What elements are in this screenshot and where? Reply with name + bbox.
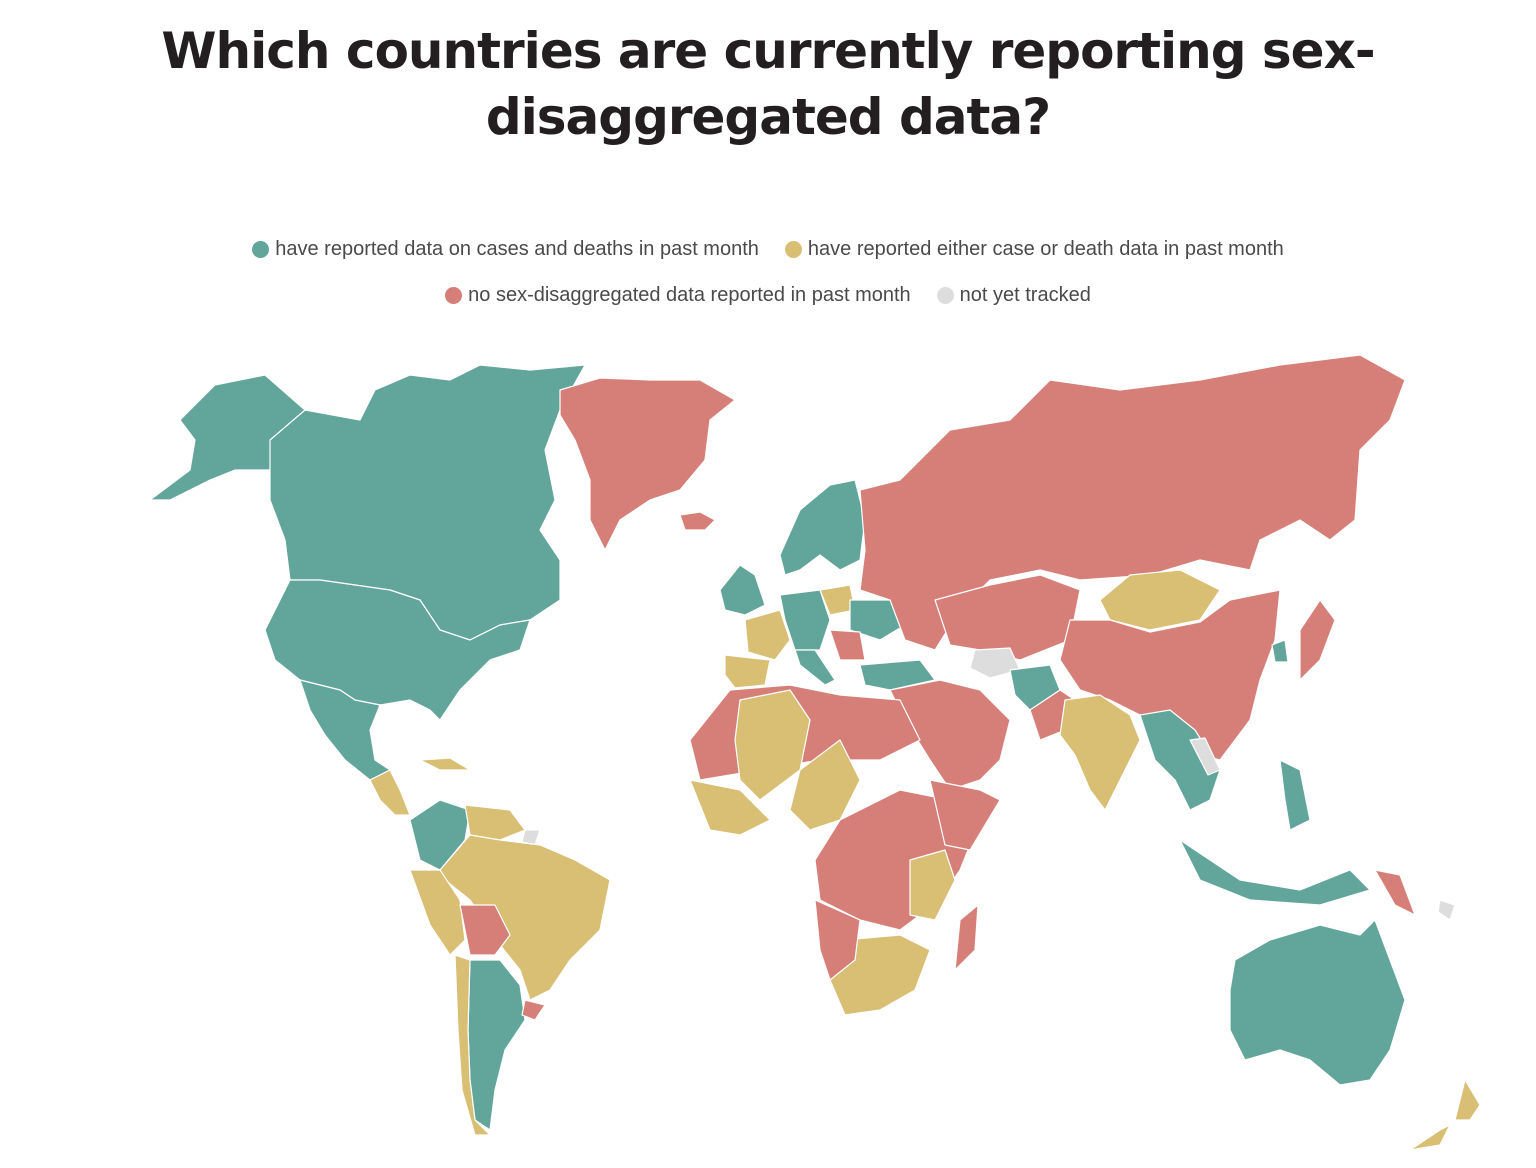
region-peru[interactable] xyxy=(409,869,466,956)
region-pacific-islands[interactable] xyxy=(1437,899,1456,921)
legend-item-either[interactable]: have reported either case or death data … xyxy=(784,238,1284,261)
region-venezuela-guyana[interactable] xyxy=(464,804,526,841)
legend-dot-red-icon xyxy=(445,287,463,304)
region-cuba[interactable] xyxy=(419,757,471,771)
region-central-america[interactable] xyxy=(369,769,411,816)
region-ethiopia-somalia[interactable] xyxy=(929,779,1001,851)
region-alaska[interactable] xyxy=(149,374,306,501)
legend-label-both: have reported data on cases and deaths i… xyxy=(275,238,759,260)
legend-row-1: have reported data on cases and deaths i… xyxy=(0,238,1536,261)
region-australia[interactable] xyxy=(1229,919,1406,1086)
region-argentina[interactable] xyxy=(467,959,526,1131)
region-uk-ireland[interactable] xyxy=(719,564,766,616)
region-indonesia[interactable] xyxy=(1179,839,1371,906)
region-uruguay[interactable] xyxy=(521,999,546,1021)
legend-label-untracked: not yet tracked xyxy=(959,284,1091,306)
region-algeria-mali[interactable] xyxy=(734,689,811,801)
region-papua-new-guinea[interactable] xyxy=(1374,869,1416,916)
title-line-2: disaggregated data? xyxy=(485,88,1051,146)
region-ukraine[interactable] xyxy=(849,599,906,641)
region-scandinavia[interactable] xyxy=(779,479,866,576)
region-balkans[interactable] xyxy=(829,629,866,661)
legend-item-untracked[interactable]: not yet tracked xyxy=(936,284,1091,307)
region-madagascar[interactable] xyxy=(954,904,979,971)
region-korea[interactable] xyxy=(1271,639,1289,663)
legend-item-both[interactable]: have reported data on cases and deaths i… xyxy=(252,238,759,261)
region-southeast-asia[interactable] xyxy=(1139,709,1221,811)
region-brazil[interactable] xyxy=(439,834,611,1001)
region-italy[interactable] xyxy=(794,649,836,686)
region-kenya-tanzania[interactable] xyxy=(909,849,956,921)
world-map xyxy=(60,335,1536,1168)
region-france[interactable] xyxy=(744,609,791,661)
legend-item-none[interactable]: no sex-disaggregated data reported in pa… xyxy=(445,284,911,307)
region-india[interactable] xyxy=(1059,694,1141,811)
legend-dot-teal-icon xyxy=(252,241,270,258)
region-west-africa[interactable] xyxy=(689,779,771,836)
region-bolivia[interactable] xyxy=(459,904,511,956)
region-iceland[interactable] xyxy=(679,511,716,531)
legend-label-none: no sex-disaggregated data reported in pa… xyxy=(468,284,911,306)
region-new-zealand[interactable] xyxy=(1409,1079,1481,1151)
region-russia[interactable] xyxy=(859,354,1406,651)
region-spain[interactable] xyxy=(724,654,771,689)
legend-dot-gray-icon xyxy=(936,287,954,304)
legend-row-2: no sex-disaggregated data reported in pa… xyxy=(0,284,1536,307)
page-title: Which countries are currently reporting … xyxy=(0,18,1536,150)
region-turkmenistan[interactable] xyxy=(969,647,1021,679)
title-line-1: Which countries are currently reporting … xyxy=(161,22,1375,80)
region-mexico[interactable] xyxy=(299,679,391,781)
region-greenland[interactable] xyxy=(559,377,736,551)
region-laos[interactable] xyxy=(1189,737,1221,776)
region-japan[interactable] xyxy=(1299,599,1336,681)
region-china[interactable] xyxy=(1059,589,1281,761)
region-philippines[interactable] xyxy=(1279,759,1311,831)
region-chile[interactable] xyxy=(454,954,491,1136)
legend-label-either: have reported either case or death data … xyxy=(807,238,1284,260)
region-angola-namibia[interactable] xyxy=(814,899,861,981)
legend-dot-yellow-icon xyxy=(784,241,802,258)
